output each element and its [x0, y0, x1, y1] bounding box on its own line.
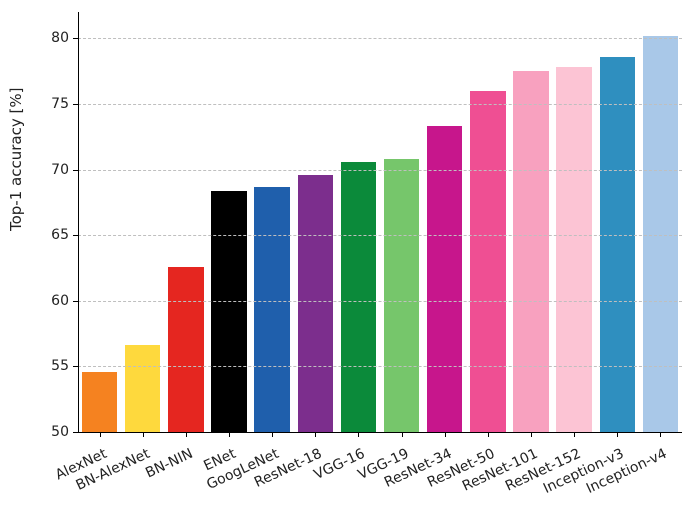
- xtick-mark: [272, 432, 273, 437]
- bar: [470, 91, 505, 432]
- xtick-mark: [660, 432, 661, 437]
- gridline: [78, 38, 682, 39]
- bar: [168, 267, 203, 432]
- xtick-mark: [531, 432, 532, 437]
- gridline: [78, 104, 682, 105]
- x-axis-line: [78, 432, 682, 433]
- gridline: [78, 235, 682, 236]
- accuracy-bar-chart: Top-1 accuracy [%] 50556065707580AlexNet…: [0, 0, 700, 517]
- xtick-mark: [100, 432, 101, 437]
- ytick-label: 55: [51, 358, 69, 374]
- xtick-mark: [445, 432, 446, 437]
- bar: [211, 191, 246, 433]
- y-axis-label: Top-1 accuracy [%]: [7, 211, 25, 231]
- bar: [384, 159, 419, 432]
- bar: [82, 372, 117, 432]
- gridline: [78, 170, 682, 171]
- xtick-mark: [186, 432, 187, 437]
- bar: [427, 126, 462, 432]
- ytick-label: 50: [51, 424, 69, 440]
- bar: [600, 57, 635, 432]
- bar: [298, 175, 333, 432]
- xtick-mark: [617, 432, 618, 437]
- xtick-mark: [402, 432, 403, 437]
- bar: [513, 71, 548, 432]
- y-axis-line: [78, 12, 79, 432]
- ytick-label: 60: [51, 293, 69, 309]
- bar: [556, 67, 591, 432]
- gridline: [78, 366, 682, 367]
- plot-area: [78, 12, 682, 432]
- xtick-mark: [358, 432, 359, 437]
- bar: [125, 345, 160, 432]
- bar: [254, 187, 289, 432]
- gridline: [78, 301, 682, 302]
- bar: [341, 162, 376, 432]
- bar: [643, 36, 678, 432]
- ytick-label: 75: [51, 96, 69, 112]
- xtick-mark: [574, 432, 575, 437]
- ytick-label: 80: [51, 30, 69, 46]
- ytick-label: 70: [51, 162, 69, 178]
- xtick-mark: [229, 432, 230, 437]
- xtick-mark: [488, 432, 489, 437]
- ytick-label: 65: [51, 227, 69, 243]
- xtick-mark: [143, 432, 144, 437]
- xtick-mark: [315, 432, 316, 437]
- bars-layer: [78, 12, 682, 432]
